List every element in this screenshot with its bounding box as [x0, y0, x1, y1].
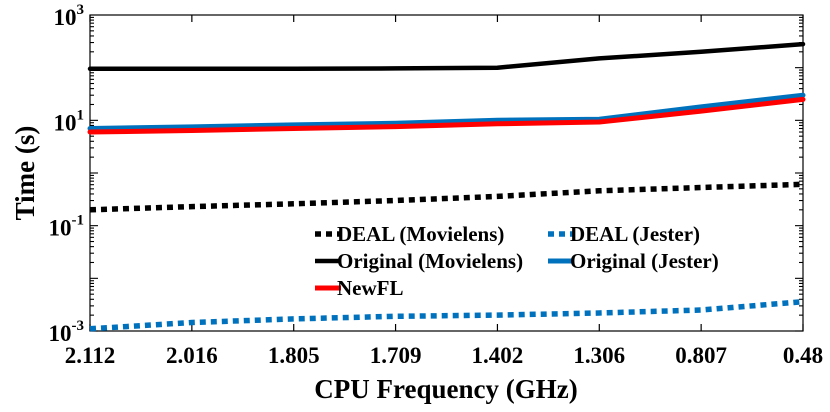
legend: DEAL (Movielens) DEAL (Jester) Original (M…	[315, 222, 719, 300]
series-line-newfl	[87, 96, 806, 135]
y-tick-label: 103	[54, 2, 85, 30]
x-tick-label: 1.709	[370, 343, 422, 368]
y-axis-title: Time (s)	[10, 126, 40, 221]
legend-label: Original (Jester)	[570, 249, 719, 273]
y-tick-label: 10-3	[49, 318, 85, 346]
legend-label: DEAL (Movielens)	[337, 222, 504, 246]
legend-label: Original (Movielens)	[337, 249, 523, 273]
x-tick-label: 1.306	[573, 343, 625, 368]
plot-frame	[89, 14, 804, 332]
x-tick-label: 1.402	[472, 343, 524, 368]
series-line-deal-movielens	[89, 181, 804, 213]
legend-label: DEAL (Jester)	[570, 222, 700, 246]
x-tick-label: 2.112	[65, 343, 115, 368]
x-tick-label: 0.807	[675, 343, 727, 368]
x-tick-label: 0.48	[783, 343, 823, 368]
x-axis-title: CPU Frequency (GHz)	[314, 374, 577, 404]
y-tick-label: 10-1	[49, 213, 85, 241]
axes	[89, 14, 804, 332]
series-layer	[87, 41, 806, 332]
legend-label: NewFL	[337, 276, 404, 300]
series-line-original-jester	[87, 92, 806, 131]
ticks: 2.112 2.016 1.805 1.709 1.402 1.306 0.807 0.48 1…	[49, 2, 824, 368]
series-line-deal-jester	[89, 298, 804, 332]
y-tick-label: 101	[54, 107, 85, 135]
x-tick-label: 1.805	[268, 343, 320, 368]
series-line-original-movielens	[87, 41, 806, 72]
x-tick-label: 2.016	[166, 343, 218, 368]
